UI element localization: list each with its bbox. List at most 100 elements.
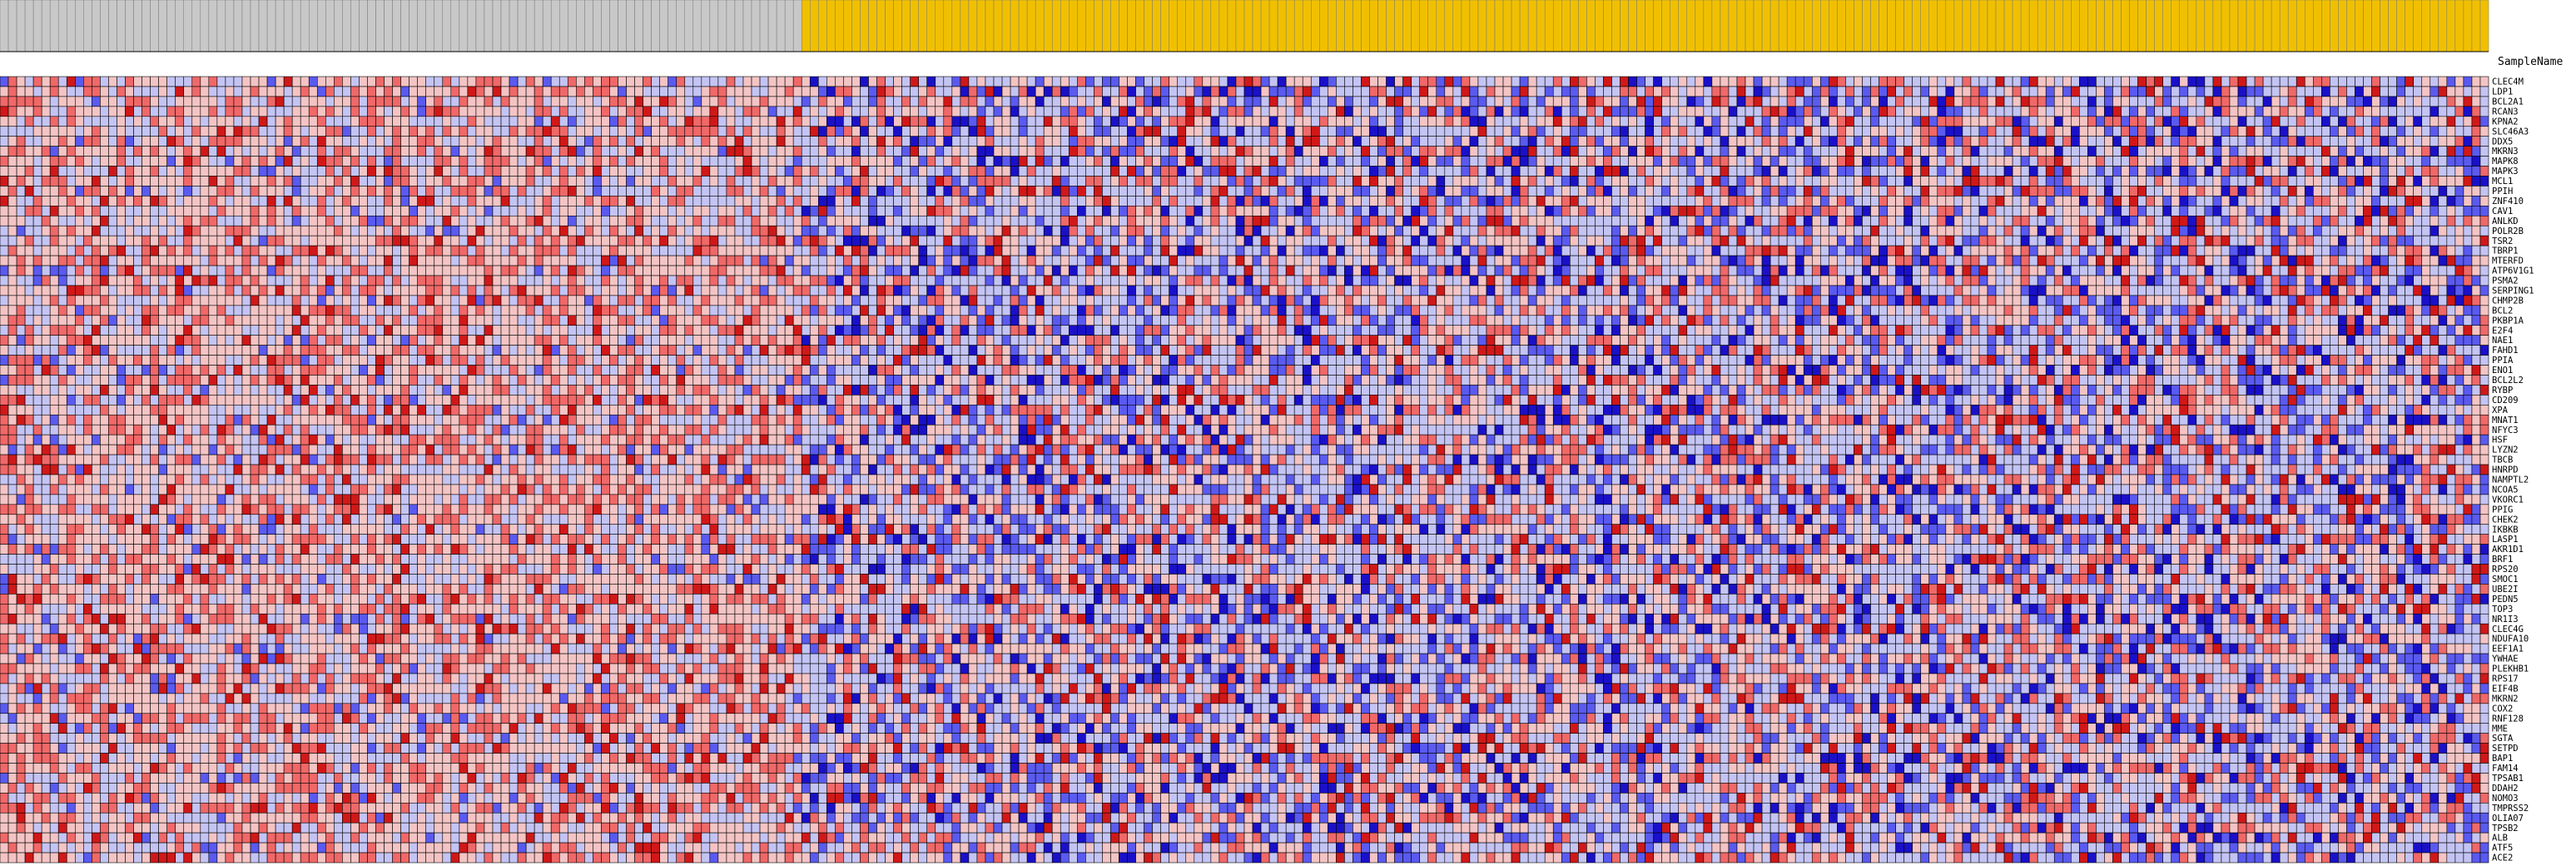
heatmap-cell [817,215,827,226]
heatmap-cell [16,206,26,216]
heatmap-cell [809,176,819,187]
heatmap-cell [893,146,902,157]
heatmap-cell [1102,176,1111,187]
heatmap-cell [1811,96,1821,107]
heatmap-cell [1010,96,1020,107]
heatmap-cell [2162,136,2172,147]
heatmap-cell [400,176,409,187]
heatmap-cell [843,166,852,177]
heatmap-cell [1268,96,1278,107]
heatmap-cell [1895,126,1904,137]
heatmap-cell [484,116,494,127]
heatmap-cell [2179,146,2189,157]
heatmap-cell [1386,146,1395,157]
heatmap-cell [2187,186,2197,197]
heatmap-cell [1461,215,1471,226]
heatmap-cell [1185,146,1195,157]
heatmap-cell [509,176,519,187]
heatmap-cell [1645,225,1654,236]
heatmap-cell [1336,215,1345,226]
heatmap-cell [601,116,610,127]
heatmap-cell [0,86,9,97]
heatmap-cell [1720,225,1730,236]
heatmap-cell [2346,116,2355,127]
heatmap-cell [1328,106,1337,117]
heatmap-cell [742,106,752,117]
heatmap-cell [651,146,660,157]
heatmap-cell [651,215,660,226]
heatmap-cell [1803,215,1813,226]
heatmap-cell [66,166,76,177]
heatmap-cell [1711,116,1721,127]
heatmap-cell [1536,106,1546,117]
heatmap-cell [24,156,34,167]
heatmap-cell [668,146,678,157]
heatmap-cell [183,126,193,137]
heatmap-cell [1987,96,1997,107]
heatmap-cell [1879,186,1888,197]
heatmap-cell [1328,186,1337,197]
heatmap-cell [701,116,711,127]
heatmap-cell [1753,146,1763,157]
heatmap-cell [1811,76,1821,87]
heatmap-cell [1778,215,1788,226]
heatmap-cell [2112,96,2122,107]
heatmap-cell [2271,166,2281,177]
heatmap-cell [534,146,543,157]
heatmap-cell [2146,96,2155,107]
heatmap-cell [1010,196,1020,207]
heatmap-cell [918,225,928,236]
heatmap-cell [1010,156,1020,167]
heatmap-cell [1970,96,1980,107]
heatmap-cell [1794,225,1804,236]
heatmap-cell [717,136,727,147]
heatmap-cell [893,136,902,147]
heatmap-cell [2112,106,2122,117]
heatmap-cell [717,96,727,107]
heatmap-cell [1328,156,1337,167]
heatmap-cell [576,96,585,107]
heatmap-cell [325,156,335,167]
heatmap-cell [2254,186,2264,197]
heatmap-cell [1394,225,1403,236]
heatmap-cell [1069,96,1078,107]
heatmap-cell [1452,106,1462,117]
heatmap-cell [57,106,67,117]
heatmap-cell [1001,86,1011,97]
heatmap-cell [709,76,719,87]
heatmap-cell [1703,225,1713,236]
heatmap-cell [1043,96,1053,107]
heatmap-cell [584,225,593,236]
heatmap-cell [1527,186,1537,197]
heatmap-cell [1094,86,1103,97]
heatmap-cell [2396,186,2405,197]
heatmap-cell [1035,215,1045,226]
heatmap-cell [885,225,894,236]
heatmap-cell [1060,206,1070,216]
sample-header-group-b [2430,0,2440,52]
sample-header-group-b [1461,0,1471,52]
heatmap-cell [158,116,167,127]
heatmap-cell [651,136,660,147]
heatmap-cell [2171,126,2181,137]
heatmap-cell [233,156,243,167]
heatmap-cell [16,176,26,187]
heatmap-cell [1001,136,1011,147]
heatmap-cell [801,76,811,87]
heatmap-cell [2355,126,2364,137]
heatmap-cell [901,126,911,137]
heatmap-cell [676,196,686,207]
heatmap-cell [442,215,452,226]
heatmap-cell [626,76,635,87]
heatmap-cell [2062,86,2072,97]
heatmap-cell [2221,136,2231,147]
heatmap-cell [2454,146,2464,157]
heatmap-cell [1970,106,1980,117]
heatmap-cell [1344,136,1353,147]
heatmap-cell [1018,225,1028,236]
heatmap-cell [1753,186,1763,197]
sample-header-group-b [2421,0,2431,52]
heatmap-cell [1144,156,1153,167]
heatmap-cell [2187,206,2197,216]
heatmap-cell [2446,106,2456,117]
